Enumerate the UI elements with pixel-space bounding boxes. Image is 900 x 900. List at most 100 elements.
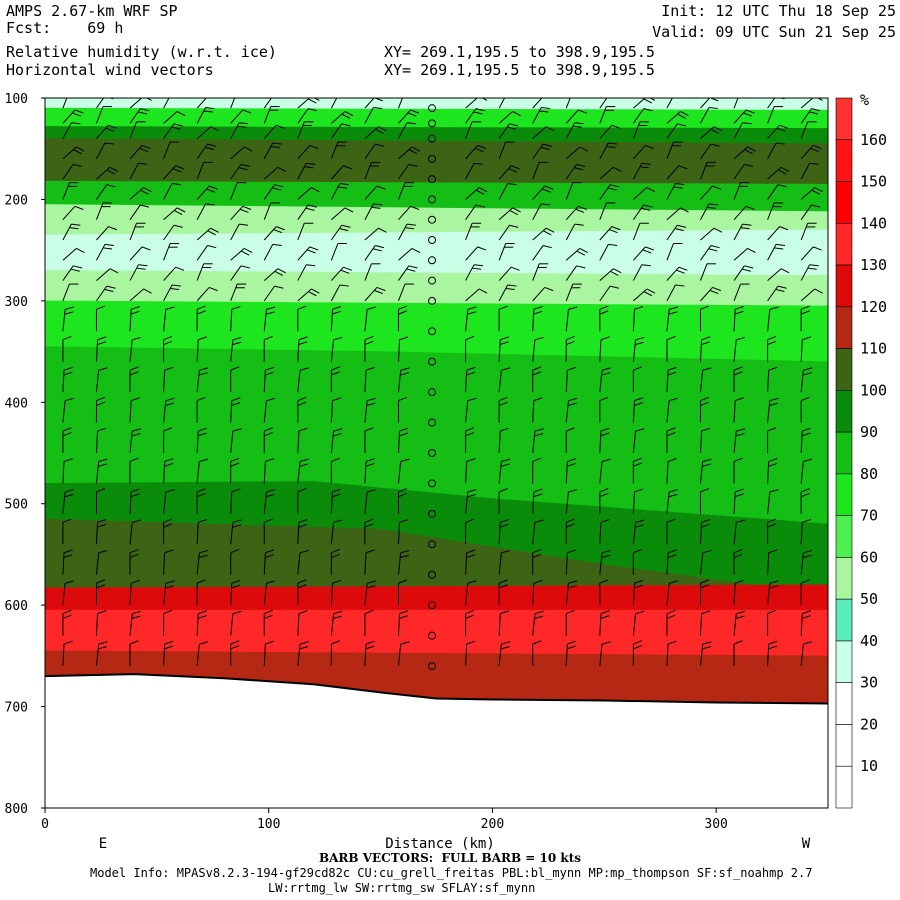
barb-flag bbox=[311, 187, 320, 193]
barb-shaft bbox=[263, 98, 272, 109]
barb-flag bbox=[264, 614, 273, 619]
barb-flag bbox=[399, 610, 409, 615]
barb-shaft bbox=[498, 207, 514, 221]
barb-shaft bbox=[163, 370, 166, 393]
barb-flag bbox=[173, 224, 183, 228]
barb-shaft bbox=[96, 285, 108, 302]
x-end-label-left: E bbox=[99, 836, 107, 852]
barb-shaft bbox=[565, 265, 577, 281]
barb-shaft bbox=[666, 243, 674, 261]
barb-shaft bbox=[666, 183, 676, 200]
barb-shaft bbox=[364, 162, 372, 180]
barb-shaft bbox=[398, 98, 403, 109]
barb-shaft bbox=[330, 284, 341, 302]
barb-shaft bbox=[498, 123, 510, 139]
model-info-2: LW:rrtmg_lw SW:rrtmg_sw SFLAY:sf_mynn bbox=[268, 881, 536, 895]
barb-shaft bbox=[263, 309, 267, 332]
barb-flag bbox=[97, 523, 107, 528]
colorbar-label: 10 bbox=[860, 757, 878, 775]
barb-shaft bbox=[599, 226, 613, 241]
barb-flag bbox=[136, 267, 146, 270]
barb-shaft bbox=[532, 263, 540, 281]
barb-shaft bbox=[465, 121, 473, 139]
barb-flag bbox=[744, 265, 754, 269]
barb-flag bbox=[568, 397, 578, 402]
barb-flag bbox=[500, 610, 509, 615]
barb-shaft bbox=[62, 461, 65, 484]
barb-flag bbox=[378, 126, 387, 132]
barb-flag bbox=[768, 458, 778, 462]
barb-flag bbox=[733, 457, 743, 462]
barb-shaft bbox=[129, 309, 132, 332]
barb-flag bbox=[466, 366, 476, 371]
barb-flag bbox=[700, 305, 710, 310]
barb-flag bbox=[129, 457, 139, 462]
barb-flag bbox=[574, 167, 584, 171]
barb-shaft bbox=[129, 288, 144, 302]
barb-flag bbox=[677, 123, 687, 127]
barb-flag bbox=[767, 340, 777, 346]
barb-shaft bbox=[196, 522, 199, 545]
barb-flag bbox=[62, 427, 72, 432]
barb-flag bbox=[568, 580, 578, 584]
barb-flag bbox=[733, 371, 743, 376]
barb-shaft bbox=[62, 146, 77, 160]
barb-flag bbox=[266, 306, 276, 310]
barb-flag bbox=[63, 366, 73, 371]
barb-shaft bbox=[666, 491, 670, 514]
barb-flag bbox=[574, 223, 584, 226]
barb-flag bbox=[398, 488, 408, 493]
barb-flag bbox=[736, 519, 746, 523]
barb-flag bbox=[207, 230, 216, 236]
barb-flag bbox=[509, 210, 518, 216]
barb-flag bbox=[600, 427, 610, 432]
barb-flag bbox=[210, 126, 219, 132]
barb-flag bbox=[240, 265, 250, 269]
barb-flag bbox=[666, 432, 676, 437]
barb-shaft bbox=[699, 552, 704, 575]
barb-flag bbox=[332, 397, 342, 402]
barb-flag bbox=[545, 126, 555, 132]
barb-shaft bbox=[733, 98, 739, 109]
barb-flag bbox=[572, 125, 582, 128]
barb-shaft bbox=[666, 644, 669, 667]
barb-flag bbox=[171, 183, 182, 186]
barb-flag bbox=[467, 489, 477, 493]
barb-flag bbox=[769, 306, 779, 310]
barb-flag bbox=[768, 462, 778, 467]
barb-flag bbox=[274, 285, 284, 289]
barb-flag bbox=[76, 247, 85, 254]
barb-shaft bbox=[129, 223, 137, 241]
barb-shaft bbox=[800, 339, 803, 362]
barb-flag bbox=[466, 640, 476, 645]
barb-shaft bbox=[532, 522, 536, 545]
barb-flag bbox=[610, 184, 619, 188]
barb-shaft bbox=[532, 185, 546, 200]
barb-shaft bbox=[666, 461, 669, 484]
barb-flag bbox=[713, 227, 723, 233]
barb-flag bbox=[600, 336, 610, 341]
barb-flag bbox=[205, 146, 215, 150]
barb-shaft bbox=[498, 243, 507, 261]
barb-flag bbox=[299, 463, 309, 467]
barb-shaft bbox=[230, 431, 234, 454]
barb-flag bbox=[734, 306, 744, 310]
barb-flag bbox=[210, 227, 219, 233]
barb-shaft bbox=[230, 583, 233, 606]
barb-flag bbox=[744, 149, 753, 155]
calm-circle bbox=[428, 296, 437, 305]
barb-flag bbox=[734, 579, 744, 584]
rh-layer-3 bbox=[45, 138, 828, 185]
barb-flag bbox=[196, 488, 206, 493]
barb-flag bbox=[800, 488, 810, 493]
barb-flag bbox=[498, 579, 508, 584]
barb-flag bbox=[373, 203, 383, 206]
barb-flag bbox=[265, 311, 275, 315]
barb-flag bbox=[635, 336, 645, 341]
barb-flag bbox=[106, 169, 116, 175]
barb-flag bbox=[566, 427, 575, 432]
barb-flag bbox=[635, 428, 645, 432]
model-info: Model Info: MPASv8.2.3-194-gf29cd82c CU:… bbox=[90, 866, 813, 880]
barb-flag bbox=[376, 185, 386, 190]
barb-shaft bbox=[599, 184, 611, 200]
